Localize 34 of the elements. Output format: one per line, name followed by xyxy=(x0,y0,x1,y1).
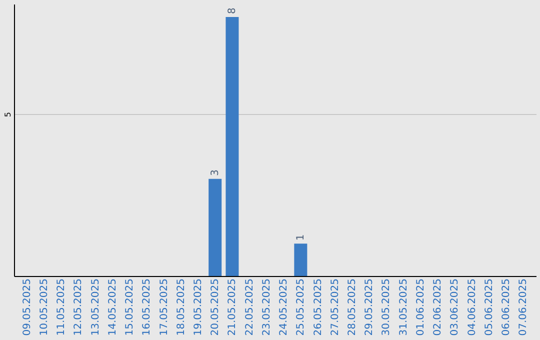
x-tick-label: 15.05.2025 xyxy=(124,278,136,336)
data-label: 1 xyxy=(296,234,307,241)
x-tick-label: 11.05.2025 xyxy=(56,278,68,336)
x-tick-label: 07.06.2025 xyxy=(518,278,530,336)
x-tick-label: 03.06.2025 xyxy=(450,278,461,336)
x-tick-label: 23.05.2025 xyxy=(261,278,272,336)
x-tick-label: 09.05.2025 xyxy=(22,278,33,336)
x-tick-label: 24.05.2025 xyxy=(278,278,290,336)
x-tick-label: 20.05.2025 xyxy=(210,278,222,336)
x-tick-label: 27.05.2025 xyxy=(330,278,341,336)
x-tick-label: 13.05.2025 xyxy=(90,278,102,336)
x-tick-label: 19.05.2025 xyxy=(192,278,204,336)
x-tick-label: 10.05.2025 xyxy=(38,278,50,336)
x-tick-label: 05.06.2025 xyxy=(484,278,495,336)
x-tick-label: 04.06.2025 xyxy=(466,278,478,336)
x-tick-label: 28.05.2025 xyxy=(347,278,358,336)
x-tick-label: 12.05.2025 xyxy=(73,278,84,336)
x-tick-label: 21.05.2025 xyxy=(227,278,238,336)
x-tick-label: 16.05.2025 xyxy=(142,278,153,336)
y-tick-label: 5 xyxy=(4,112,12,118)
x-tick-label: 30.05.2025 xyxy=(381,278,392,336)
x-tick-label: 06.06.2025 xyxy=(501,278,512,336)
x-tick-label: 14.05.2025 xyxy=(107,278,118,336)
x-tick-label: 01.06.2025 xyxy=(415,278,426,336)
x-tick-label: 18.05.2025 xyxy=(176,278,187,336)
x-tick-label: 02.06.2025 xyxy=(432,278,444,336)
x-tick-label: 25.05.2025 xyxy=(296,278,307,336)
x-tick-label: 31.05.2025 xyxy=(398,278,410,336)
x-tick-label: 29.05.2025 xyxy=(364,278,376,336)
x-tick-label: 26.05.2025 xyxy=(312,278,324,336)
data-label: 8 xyxy=(227,8,238,14)
data-label: 3 xyxy=(210,169,222,176)
x-tick-label: 22.05.2025 xyxy=(244,278,256,336)
x-tick-label: 17.05.2025 xyxy=(158,278,170,336)
